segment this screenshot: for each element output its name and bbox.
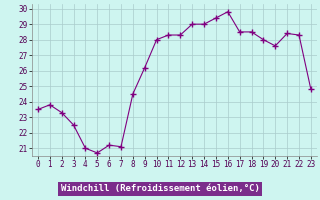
Text: Windchill (Refroidissement éolien,°C): Windchill (Refroidissement éolien,°C) [60,184,260,194]
